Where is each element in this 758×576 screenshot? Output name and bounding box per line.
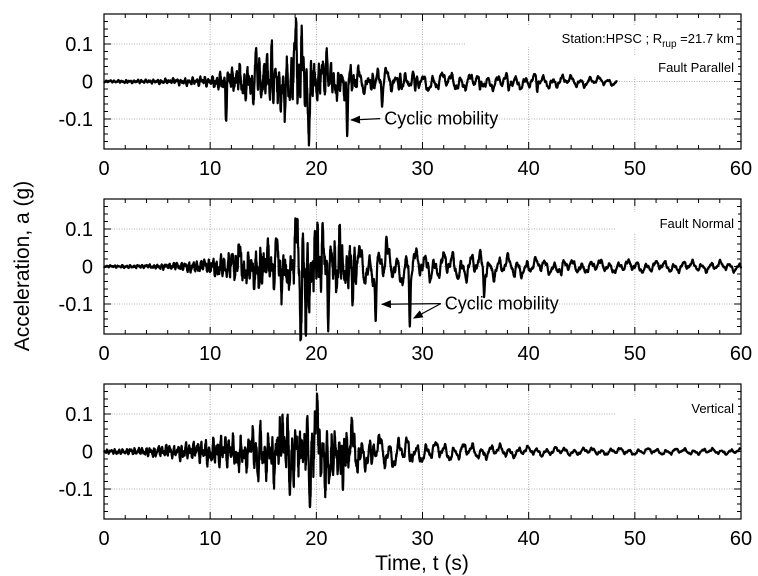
x-tick-label: 10 (199, 528, 221, 550)
annotation-label: Cyclic mobility (384, 109, 498, 129)
acceleration-series-line (103, 392, 742, 509)
annotation-arrow (412, 303, 442, 319)
annotation-arrow (350, 115, 381, 124)
acceleration-series-line (103, 17, 618, 147)
component-label-background (616, 397, 738, 418)
annotation-arrow (380, 300, 441, 309)
station-label-background (466, 25, 736, 47)
component-label-background (616, 212, 738, 233)
chart-panel: 0.1 0 -0.1 0 10 20 30 40 50 60 Vertical (59, 383, 752, 550)
x-tick-label: 50 (624, 158, 646, 180)
x-axis-label: Time, t (s) (375, 552, 469, 575)
x-tick-label: 50 (624, 343, 646, 365)
component-label-background (616, 56, 738, 77)
x-tick-label: 20 (305, 528, 327, 550)
x-tick-label: 40 (518, 528, 540, 550)
component-label: Fault Parallel (658, 60, 734, 75)
y-tick-label: 0.1 (65, 34, 93, 56)
x-tick-label: 30 (411, 158, 433, 180)
x-tick-label: 30 (411, 528, 433, 550)
x-tick-label: 10 (199, 343, 221, 365)
x-tick-label: 60 (730, 528, 752, 550)
y-tick-label: 0 (82, 442, 93, 464)
component-label: Vertical (691, 401, 734, 416)
y-tick-label: 0.1 (65, 404, 93, 426)
y-tick-label: 0.1 (65, 219, 93, 241)
y-tick-label: 0 (82, 257, 93, 279)
annotation-label: Cyclic mobility (445, 294, 559, 314)
chart-panel: 0.1 0 -0.1 0 10 20 30 40 50 60 Fault Normal Cyclic … (59, 198, 752, 365)
x-tick-label: 0 (98, 343, 109, 365)
x-tick-label: 40 (518, 343, 540, 365)
station-label: Station:HPSC ; Rrup =21.7 km (562, 31, 734, 50)
y-tick-label: -0.1 (59, 109, 93, 131)
component-label: Fault Normal (660, 216, 735, 231)
x-tick-label: 20 (305, 343, 327, 365)
acceleration-series-line (103, 217, 743, 342)
y-tick-label: 0 (82, 72, 93, 94)
x-tick-label: 0 (98, 158, 109, 180)
x-tick-label: 50 (624, 528, 646, 550)
x-tick-label: 60 (730, 343, 752, 365)
y-tick-label: -0.1 (59, 479, 93, 501)
x-tick-label: 60 (730, 158, 752, 180)
y-axis-label: Acceleration, a (g) (11, 181, 34, 351)
y-tick-label: -0.1 (59, 294, 93, 316)
x-tick-label: 0 (98, 528, 109, 550)
x-tick-label: 10 (199, 158, 221, 180)
x-tick-label: 40 (518, 158, 540, 180)
x-tick-label: 30 (411, 343, 433, 365)
chart-panel: 0.1 0 -0.1 0 10 20 30 40 50 60 Station:HPSC ; Rrup… (59, 13, 752, 180)
x-tick-label: 20 (305, 158, 327, 180)
